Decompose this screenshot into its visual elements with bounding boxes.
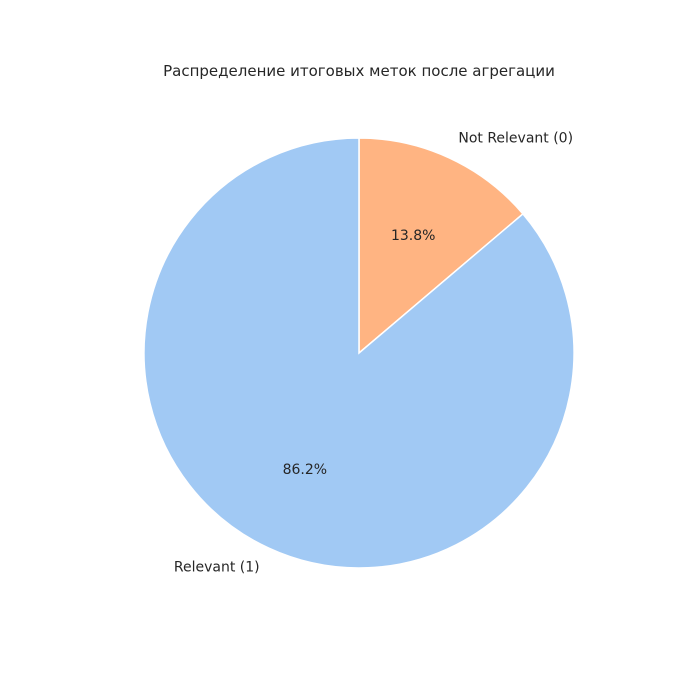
pie-slice-label-1: Relevant (1) bbox=[174, 560, 260, 576]
pie-slice-1 bbox=[143, 137, 575, 569]
pie-labels: 13.8% Not Relevant (0) 86.2% Relevant (1) bbox=[174, 130, 573, 575]
chart-title: Распределение итоговых меток после агрег… bbox=[163, 62, 555, 80]
pie-pct-label-1: 86.2% bbox=[283, 462, 327, 478]
pie-pct-label-0: 13.8% bbox=[391, 228, 435, 244]
pie-slice-label-0: Not Relevant (0) bbox=[458, 130, 573, 146]
pie-slices bbox=[143, 137, 575, 569]
pie-slice-0 bbox=[358, 137, 524, 355]
